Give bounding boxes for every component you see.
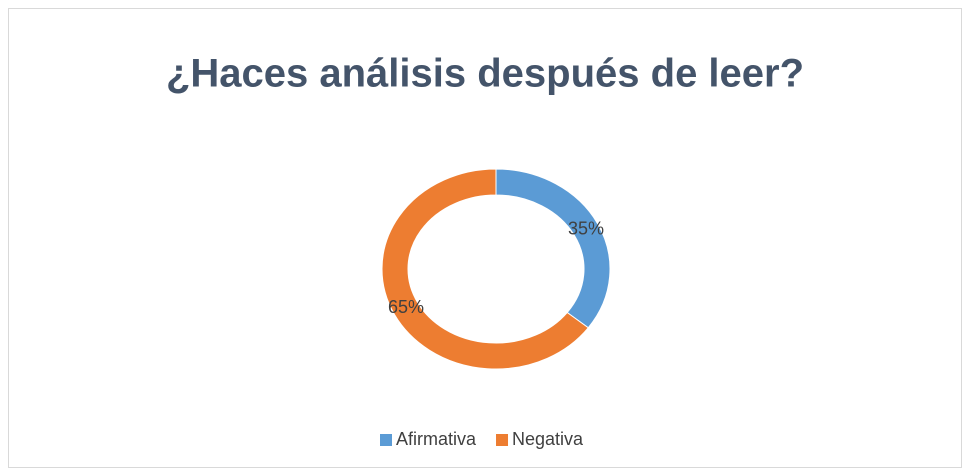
chart-title: ¿Haces análisis después de leer?	[166, 52, 804, 96]
legend-label: Negativa	[512, 429, 584, 449]
data-label: 65%	[388, 297, 424, 317]
donut-slice	[381, 168, 589, 370]
data-label: 35%	[568, 218, 604, 238]
legend-label: Afirmativa	[396, 429, 477, 449]
legend-swatch	[496, 434, 509, 446]
chart-area	[8, 8, 962, 468]
legend-swatch	[380, 434, 392, 446]
